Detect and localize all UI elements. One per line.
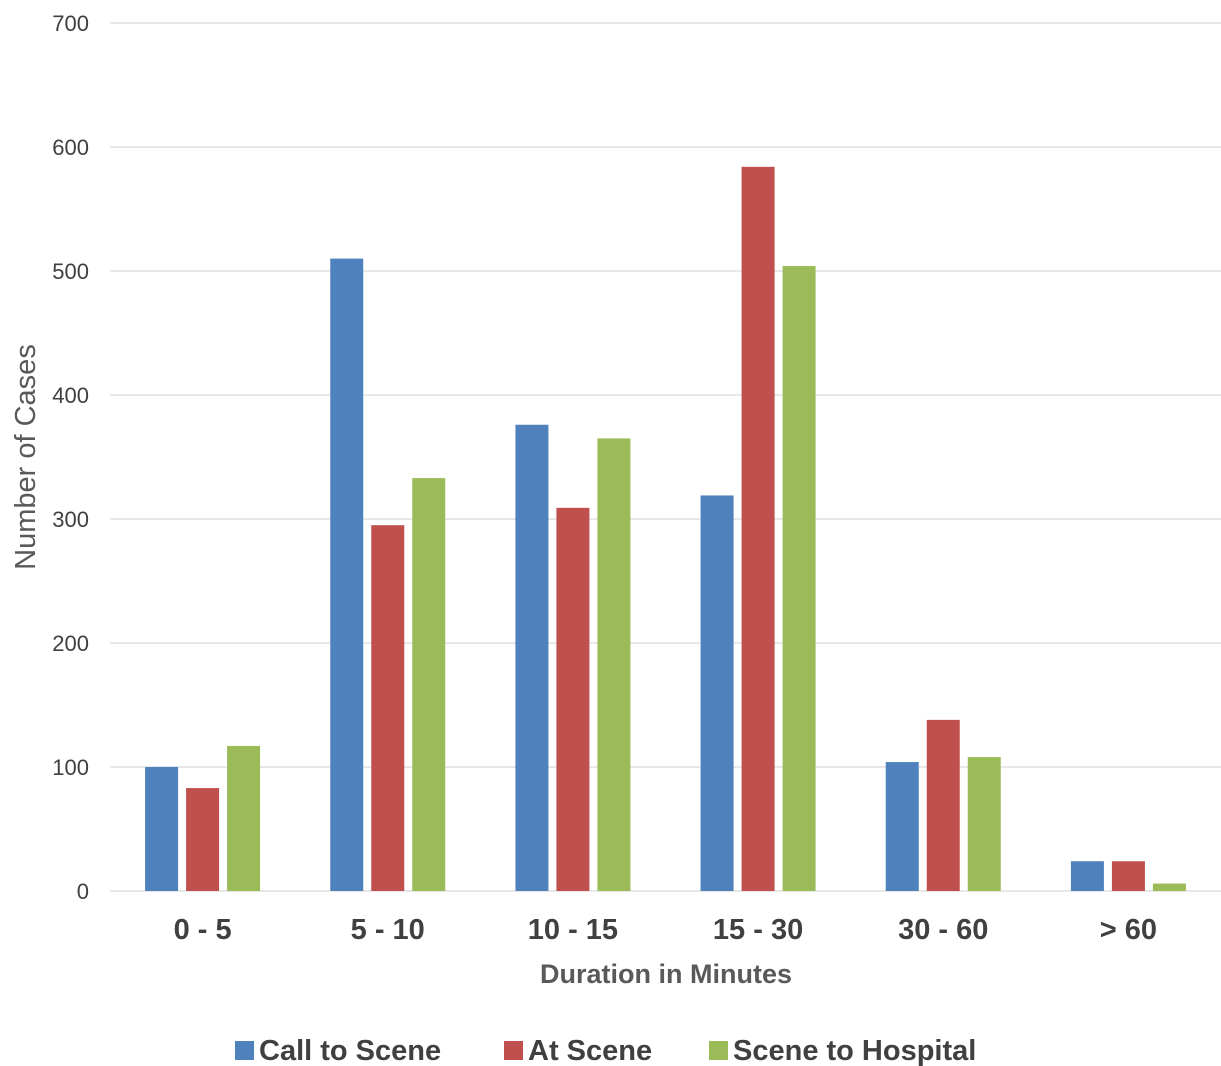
bar-1-2 [330, 258, 364, 892]
legend-label-3: Scene to Hospital [733, 1035, 976, 1066]
bar-1-6 [1070, 861, 1104, 891]
legend: Call to Scene At Scene Scene to Hospital [235, 1035, 976, 1066]
bar-2-3 [556, 507, 590, 891]
y-tick-label: 400 [52, 383, 89, 408]
x-tick-label: 15 - 30 [713, 914, 803, 946]
bar-2-4 [741, 166, 775, 892]
y-tick-label: 0 [77, 879, 89, 904]
bar-3-6 [1152, 883, 1186, 891]
bar-2-5 [926, 719, 960, 891]
legend-swatch-3 [709, 1041, 728, 1060]
bars [145, 166, 1186, 892]
bar-3-5 [967, 757, 1001, 891]
x-axis-ticks: 0 - 5 5 - 10 10 - 15 15 - 30 30 - 60 > 60 [174, 914, 1157, 946]
y-tick-label: 600 [52, 135, 89, 160]
x-axis-title: Duration in Minutes [540, 959, 792, 989]
y-tick-label: 200 [52, 631, 89, 656]
x-tick-label: 30 - 60 [898, 914, 988, 946]
x-tick-label: 10 - 15 [528, 914, 618, 946]
bar-3-2 [412, 478, 446, 891]
x-tick-label: 5 - 10 [351, 914, 425, 946]
bar-1-4 [700, 495, 734, 891]
x-tick-label: 0 - 5 [174, 914, 232, 946]
x-tick-label: > 60 [1100, 914, 1157, 946]
legend-swatch-1 [235, 1041, 254, 1060]
bar-1-1 [145, 767, 179, 891]
y-axis-title: Number of Cases [10, 344, 42, 570]
legend-label-2: At Scene [528, 1035, 652, 1066]
bar-3-1 [227, 745, 261, 891]
y-tick-label: 500 [52, 259, 89, 284]
bar-3-4 [782, 266, 816, 891]
legend-label-1: Call to Scene [259, 1035, 441, 1066]
y-tick-label: 300 [52, 507, 89, 532]
y-tick-label: 700 [52, 11, 89, 36]
bar-3-3 [597, 438, 631, 891]
bar-2-1 [186, 788, 220, 891]
bar-1-5 [885, 762, 919, 891]
y-tick-label: 100 [52, 755, 89, 780]
legend-swatch-2 [504, 1041, 523, 1060]
bar-1-3 [515, 424, 549, 891]
bar-2-2 [371, 525, 405, 891]
bar-2-6 [1111, 861, 1145, 891]
y-axis-ticks: 0 100 200 300 400 500 600 700 [52, 11, 89, 904]
gridlines [110, 22, 1221, 892]
